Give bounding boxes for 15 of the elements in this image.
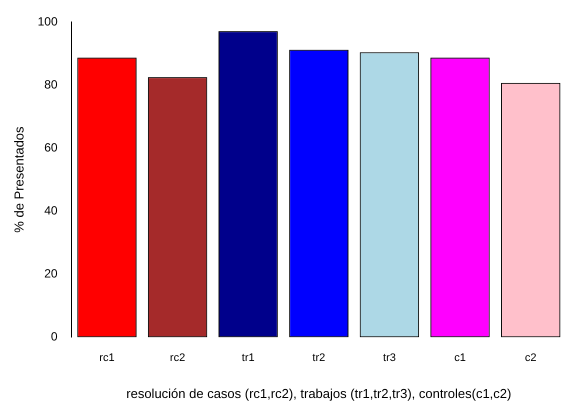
- x-tick-label: tr1: [242, 352, 255, 364]
- y-tick-label: 40: [44, 203, 58, 218]
- x-axis-title: resolución de casos (rc1,rc2), trabajos (tr1,tr2,tr3), controles(c1,c2): [126, 386, 512, 401]
- x-tick-label: tr3: [383, 352, 396, 364]
- y-tick-label: 20: [44, 266, 58, 280]
- y-tick-label: 0: [50, 330, 58, 344]
- x-tick-label: c2: [524, 352, 536, 364]
- x-tick-label: tr2: [312, 352, 326, 364]
- x-tick-label: rc1: [99, 352, 115, 364]
- y-tick-label: 60: [44, 140, 58, 154]
- y-tick-label: 80: [44, 77, 58, 92]
- y-axis-title: % de Presentados: [11, 126, 26, 233]
- x-tick-label: rc2: [170, 352, 186, 364]
- x-tick-label: c1: [454, 352, 466, 364]
- y-tick-label: 100: [38, 14, 58, 28]
